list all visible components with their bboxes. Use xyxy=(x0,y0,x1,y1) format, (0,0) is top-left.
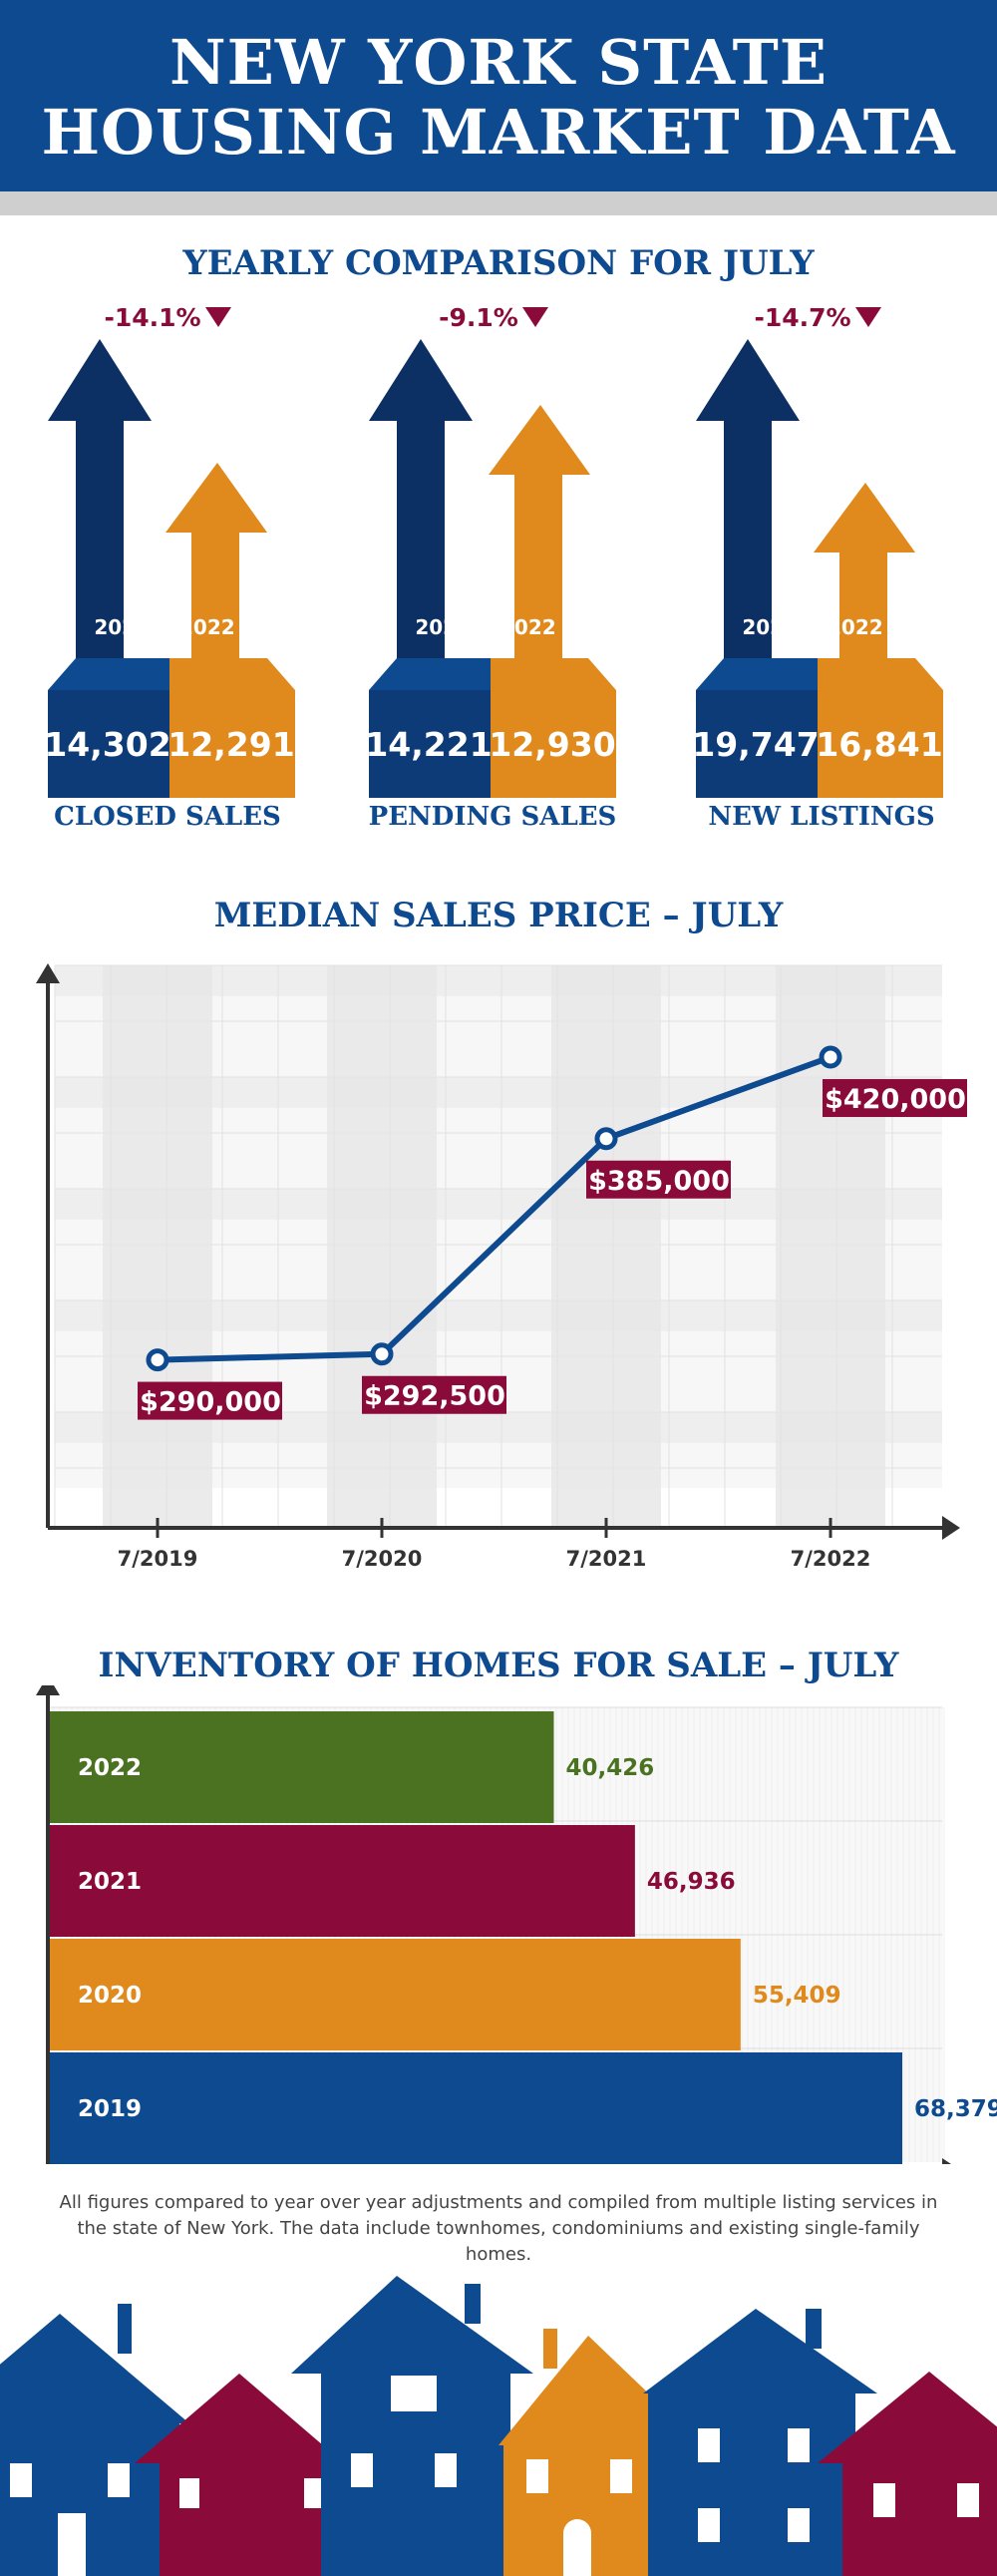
grid-column xyxy=(551,965,661,1528)
price-data-label: $385,000 xyxy=(586,1160,731,1199)
bar-value-label: 46,936 xyxy=(647,1869,736,1895)
x-axis-arrow-icon xyxy=(942,1516,960,1540)
price-label-text: $292,500 xyxy=(364,1381,505,1412)
price-point xyxy=(370,1342,394,1366)
page-title: NEW YORK STATE HOUSING MARKET DATA xyxy=(0,28,997,168)
comparison-title: YEARLY COMPARISON FOR JULY xyxy=(182,243,815,283)
label-box xyxy=(138,1381,282,1420)
inventory-bar xyxy=(50,1939,741,2050)
pending-sales-label: PENDING SALES xyxy=(368,802,617,832)
inventory-bar xyxy=(50,2052,902,2164)
x-tick-label: 7/2020 xyxy=(342,1547,423,1571)
house-blue-left xyxy=(0,2304,189,2576)
inventory-bar xyxy=(50,1825,635,1937)
arrow-2021 xyxy=(369,339,473,658)
base-2022 xyxy=(491,658,616,798)
y-axis-arrow-icon xyxy=(36,1685,60,1695)
closed-sales-change: -14.1% xyxy=(48,303,287,332)
header-banner: NEW YORK STATE HOUSING MARKET DATA xyxy=(0,0,997,191)
value-2021: 14,302 xyxy=(44,725,170,764)
house-blue-center xyxy=(291,2276,533,2576)
change-value: -9.1% xyxy=(439,303,518,332)
base-2022 xyxy=(818,658,943,798)
inventory-title: INVENTORY OF HOMES FOR SALE – JULY xyxy=(98,1646,899,1685)
title-line-1: NEW YORK STATE xyxy=(168,26,829,99)
value-2021: 19,747 xyxy=(692,725,819,764)
year-2022-label: 2022 xyxy=(828,615,883,639)
header-stripe xyxy=(0,191,997,215)
new-listings-arrows: 2021 2022 19,747 16,841 xyxy=(692,339,943,798)
value-2022: 12,930 xyxy=(489,725,615,764)
pending-sales-change: -9.1% xyxy=(374,303,613,332)
x-tick-label: 7/2021 xyxy=(566,1547,647,1571)
price-title: MEDIAN SALES PRICE – JULY xyxy=(213,896,784,935)
arrow-2022 xyxy=(489,405,590,658)
down-triangle-icon xyxy=(521,307,548,327)
arrow-2021 xyxy=(48,339,152,658)
year-2021-label: 2021 xyxy=(742,615,798,639)
x-tick-label: 7/2019 xyxy=(118,1547,198,1571)
inventory-bar-chart: 2022 40,426 2021 46,936 2020 55,409 2019 68,379 xyxy=(36,1685,997,2164)
grid-column xyxy=(327,965,437,1528)
bar-category-label: 2020 xyxy=(78,1983,142,2009)
base-shade xyxy=(369,690,491,798)
price-label-text: $385,000 xyxy=(588,1166,730,1197)
price-point xyxy=(594,1127,618,1151)
bar-value-label: 68,379 xyxy=(914,2096,997,2122)
down-triangle-icon xyxy=(854,307,881,327)
base-shade xyxy=(696,690,818,798)
new-listings-change: -14.7% xyxy=(698,303,937,332)
x-axis-arrow-icon xyxy=(942,2158,951,2164)
arrow-2022 xyxy=(166,463,267,658)
base-shade xyxy=(48,690,169,798)
pending-sales-arrows: 2021 2022 14,221 12,930 xyxy=(365,339,616,798)
arrow-2022 xyxy=(814,483,915,658)
house-maroon-left xyxy=(135,2374,344,2576)
value-2021: 14,221 xyxy=(365,725,492,764)
closed-sales-label: CLOSED SALES xyxy=(54,802,281,832)
bar-value-label: 40,426 xyxy=(565,1755,654,1781)
label-box xyxy=(362,1375,506,1414)
houses-illustration xyxy=(0,2276,997,2576)
year-2021-label: 2021 xyxy=(415,615,471,639)
house-blue-right xyxy=(643,2309,877,2576)
base-2022 xyxy=(169,658,295,798)
price-label-text: $290,000 xyxy=(140,1387,281,1418)
title-line-2: HOUSING MARKET DATA xyxy=(41,96,956,169)
inventory-bar xyxy=(50,1711,554,1823)
bar-category-label: 2022 xyxy=(78,1755,142,1781)
price-data-label: $292,500 xyxy=(362,1375,506,1414)
price-label-text: $420,000 xyxy=(825,1084,966,1115)
year-2022-label: 2022 xyxy=(179,615,235,639)
label-box xyxy=(823,1079,967,1118)
bar-category-label: 2019 xyxy=(78,2096,142,2122)
price-data-label: $290,000 xyxy=(138,1381,282,1420)
grid-column xyxy=(103,965,212,1528)
price-point xyxy=(819,1045,842,1069)
change-value: -14.7% xyxy=(754,303,851,332)
closed-sales-arrows: 2021 2022 14,302 12,291 xyxy=(44,339,295,798)
value-2022: 12,291 xyxy=(167,725,294,764)
house-maroon-right xyxy=(818,2372,997,2576)
x-tick-label: 7/2022 xyxy=(791,1547,871,1571)
value-2022: 16,841 xyxy=(816,725,942,764)
price-data-label: $420,000 xyxy=(823,1079,967,1118)
label-box xyxy=(586,1160,731,1199)
change-value: -14.1% xyxy=(104,303,201,332)
year-2022-label: 2022 xyxy=(500,615,556,639)
price-series-line xyxy=(157,1054,832,1363)
arrow-2021 xyxy=(696,339,800,658)
new-listings-label: NEW LISTINGS xyxy=(708,802,935,832)
median-price-line-chart: 7/2019 7/2020 7/2021 7/2022 $290,000 $292,500… xyxy=(36,963,967,1571)
year-2021-label: 2021 xyxy=(94,615,150,639)
bar-category-label: 2021 xyxy=(78,1869,142,1895)
footnote: All figures compared to year over year a… xyxy=(59,2192,938,2265)
down-triangle-icon xyxy=(204,307,231,327)
y-axis-arrow-icon xyxy=(36,963,60,983)
bar-value-label: 55,409 xyxy=(753,1983,841,2009)
price-point xyxy=(146,1348,169,1372)
